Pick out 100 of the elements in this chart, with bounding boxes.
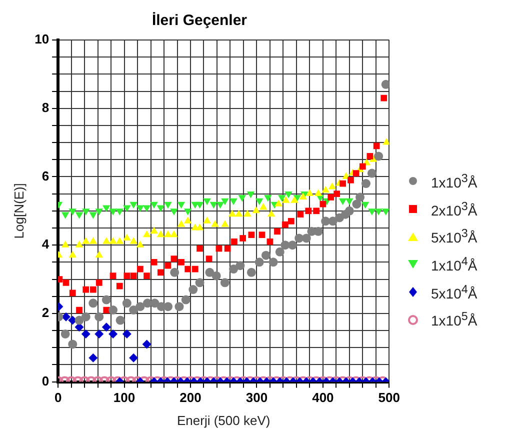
point xyxy=(62,312,71,322)
point xyxy=(123,234,131,240)
point xyxy=(261,250,270,260)
x-tick-label: 200 xyxy=(180,390,202,406)
point xyxy=(144,272,150,280)
point xyxy=(68,250,77,258)
point xyxy=(124,272,130,280)
point xyxy=(254,258,264,267)
point xyxy=(164,230,172,238)
point xyxy=(76,306,82,314)
legend-label: 1x10$^{4}$Å xyxy=(431,255,478,274)
point xyxy=(352,170,360,176)
point xyxy=(150,202,158,209)
point xyxy=(205,268,214,277)
point xyxy=(374,208,382,216)
point xyxy=(361,179,370,188)
point xyxy=(89,212,98,219)
y-tick-label: 0 xyxy=(42,373,50,388)
point xyxy=(116,237,124,244)
point xyxy=(236,261,245,270)
point xyxy=(109,208,117,216)
point xyxy=(192,266,198,272)
point xyxy=(164,262,172,269)
point xyxy=(136,205,144,212)
point xyxy=(142,205,151,212)
point xyxy=(212,271,221,280)
point xyxy=(221,198,229,206)
point xyxy=(340,180,346,187)
x-tick-label: 0 xyxy=(54,390,62,406)
point xyxy=(116,282,123,290)
point xyxy=(94,329,104,338)
point xyxy=(170,208,178,216)
legend-label: 1x10$^{5}$Å xyxy=(431,310,478,329)
point xyxy=(282,221,288,228)
point xyxy=(346,198,354,206)
y-tick-label: 8 xyxy=(42,100,50,115)
point xyxy=(288,240,297,250)
point xyxy=(344,206,354,216)
x-tick-label: 300 xyxy=(246,390,268,406)
point xyxy=(177,220,186,227)
point xyxy=(94,312,104,322)
point xyxy=(60,329,70,338)
point xyxy=(164,202,172,209)
point xyxy=(150,258,158,266)
point xyxy=(297,211,304,218)
point xyxy=(196,245,203,252)
point xyxy=(224,245,231,252)
x-tick-label: 400 xyxy=(312,390,334,406)
point xyxy=(68,208,77,216)
point xyxy=(156,205,165,212)
point xyxy=(305,208,312,214)
point xyxy=(313,208,320,214)
point xyxy=(88,298,98,308)
point xyxy=(356,192,365,202)
legend-label: 5x10$^{4}$Å xyxy=(431,282,478,302)
point xyxy=(177,202,186,209)
point xyxy=(170,268,180,277)
point xyxy=(150,226,158,234)
point xyxy=(110,272,116,280)
point xyxy=(170,256,178,262)
point xyxy=(116,208,124,216)
point xyxy=(82,237,90,244)
point xyxy=(170,230,178,238)
point xyxy=(130,272,137,280)
point xyxy=(108,329,118,338)
point xyxy=(108,306,118,315)
point xyxy=(361,202,370,209)
point xyxy=(130,202,138,209)
legend-label: 5x10$^{3}$Å xyxy=(431,227,478,246)
point xyxy=(150,298,160,308)
point xyxy=(96,279,102,286)
point xyxy=(359,163,366,170)
point xyxy=(216,202,224,209)
x-axis-title: Enerji (500 keV) xyxy=(177,412,270,428)
point xyxy=(136,240,144,248)
point xyxy=(240,235,246,242)
point xyxy=(248,232,255,238)
point xyxy=(158,269,164,276)
point xyxy=(181,295,190,304)
point xyxy=(61,212,70,219)
point xyxy=(367,168,376,178)
point xyxy=(109,237,117,244)
y-axis-title: Log[N(E)] xyxy=(11,183,26,239)
point xyxy=(328,194,334,200)
point xyxy=(116,316,125,325)
point xyxy=(221,220,229,227)
point xyxy=(302,234,311,243)
point xyxy=(275,247,284,256)
point xyxy=(178,258,184,266)
point xyxy=(188,285,198,294)
point xyxy=(255,198,264,206)
point xyxy=(174,302,184,312)
y-tick-label: 10 xyxy=(34,32,50,47)
point xyxy=(75,240,84,248)
point xyxy=(89,237,98,244)
point xyxy=(258,232,266,238)
point xyxy=(156,230,165,238)
point xyxy=(284,192,292,198)
point xyxy=(129,306,138,315)
y-tick-label: 6 xyxy=(42,168,50,184)
